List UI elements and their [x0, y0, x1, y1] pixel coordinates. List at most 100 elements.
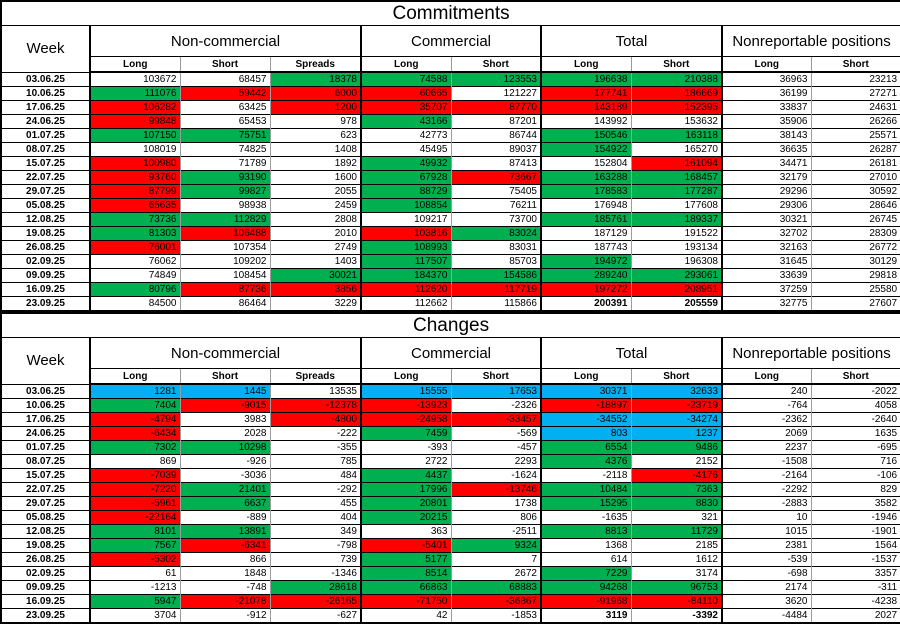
value-cell: 1564: [810, 538, 900, 553]
table-row: 10.06.25 111076 59442 6000 60665 121227 177741…: [1, 86, 900, 101]
value-cell: 4376: [540, 454, 631, 469]
value-cell: 5177: [360, 552, 451, 567]
value-cell: -695: [810, 440, 900, 455]
value-cell: 28646: [810, 198, 900, 213]
week-cell: 22.07.25: [1, 482, 90, 497]
col-header-c-short: Short: [450, 56, 541, 73]
value-cell: -91968: [540, 594, 631, 609]
value-cell: 29818: [810, 268, 900, 283]
value-cell: 32775: [721, 296, 811, 311]
value-cell: 1892: [269, 156, 361, 171]
value-cell: 165270: [630, 142, 722, 157]
value-cell: 178583: [540, 184, 631, 199]
table-row: 17.06.25 106282 63425 1200 35707 87770 143189 1…: [1, 100, 900, 115]
value-cell: 321: [630, 510, 722, 525]
value-cell: 154586: [450, 268, 541, 283]
value-cell: 176948: [540, 198, 631, 213]
value-cell: 30371: [540, 383, 631, 399]
value-cell: 143189: [540, 100, 631, 115]
value-cell: 26772: [810, 240, 900, 255]
value-cell: 143992: [540, 114, 631, 129]
value-cell: 153632: [630, 114, 722, 129]
value-cell: 20801: [360, 496, 451, 511]
value-cell: 2027: [810, 608, 900, 623]
value-cell: 161094: [630, 156, 722, 171]
value-cell: 8813: [540, 524, 631, 539]
value-cell: 108854: [360, 198, 451, 213]
table-row: 22.07.25 93760 93190 1600 67928 73667 163288 16…: [1, 170, 900, 185]
value-cell: 6637: [179, 496, 270, 511]
col-header-c-long: Long: [360, 56, 451, 73]
value-cell: 4437: [360, 468, 451, 483]
value-cell: 35707: [360, 100, 451, 115]
value-cell: 2237: [721, 440, 811, 455]
week-cell: 29.07.25: [1, 184, 90, 199]
value-cell: 76062: [89, 254, 180, 269]
value-cell: 186669: [630, 86, 722, 101]
value-cell: 3174: [630, 566, 722, 581]
value-cell: 1612: [630, 552, 722, 567]
value-cell: 87413: [450, 156, 541, 171]
value-cell: -2883: [721, 496, 811, 511]
week-cell: 29.07.25: [1, 496, 90, 511]
value-cell: 7229: [540, 566, 631, 581]
value-cell: -4176: [630, 468, 722, 483]
value-cell: -1901: [810, 524, 900, 539]
value-cell: -18897: [540, 398, 631, 413]
value-cell: 24631: [810, 100, 900, 115]
value-cell: 109202: [179, 254, 270, 269]
value-cell: 117507: [360, 254, 451, 269]
value-cell: 978: [269, 114, 361, 129]
value-cell: 94268: [540, 580, 631, 595]
value-cell: 2672: [450, 566, 541, 581]
table-row: 22.07.25 -7220 21401 -292 17996 -13746 10484 73…: [1, 482, 900, 497]
value-cell: 484: [269, 468, 361, 483]
value-cell: 177741: [540, 86, 631, 101]
week-cell: 16.09.25: [1, 594, 90, 609]
value-cell: -1635: [540, 510, 631, 525]
week-cell: 12.08.25: [1, 524, 90, 539]
value-cell: 17996: [360, 482, 451, 497]
value-cell: 8514: [360, 566, 451, 581]
value-cell: -2164: [721, 468, 811, 483]
value-cell: 2722: [360, 454, 451, 469]
value-cell: 49932: [360, 156, 451, 171]
value-cell: 106282: [89, 100, 180, 115]
value-cell: -1853: [450, 608, 541, 623]
value-cell: 29306: [721, 198, 811, 213]
value-cell: -311: [810, 580, 900, 595]
value-cell: -2362: [721, 412, 811, 427]
value-cell: -2022: [810, 383, 900, 399]
table-row: 12.08.25 73736 112829 2808 109217 73700 185761…: [1, 212, 900, 227]
value-cell: -1346: [269, 566, 361, 581]
value-cell: -34274: [630, 412, 722, 427]
value-cell: 1281: [89, 383, 180, 399]
week-cell: 10.06.25: [1, 86, 90, 101]
week-cell: 12.08.25: [1, 212, 90, 227]
value-cell: 3582: [810, 496, 900, 511]
week-column-header: Week: [1, 337, 90, 385]
week-cell: 22.07.25: [1, 170, 90, 185]
value-cell: 45495: [360, 142, 451, 157]
value-cell: 42773: [360, 128, 451, 143]
value-cell: 168457: [630, 170, 722, 185]
value-cell: -627: [269, 608, 361, 623]
value-cell: 205559: [630, 296, 722, 311]
week-cell: 02.09.25: [1, 566, 90, 581]
value-cell: 36963: [721, 71, 811, 87]
value-cell: -13923: [360, 398, 451, 413]
week-cell: 10.06.25: [1, 398, 90, 413]
value-cell: 26745: [810, 212, 900, 227]
value-cell: -22164: [89, 510, 180, 525]
value-cell: 38143: [721, 128, 811, 143]
value-cell: 93760: [89, 170, 180, 185]
value-cell: -222: [269, 426, 361, 441]
value-cell: 2174: [721, 580, 811, 595]
value-cell: 76001: [89, 240, 180, 255]
value-cell: 3620: [721, 594, 811, 609]
value-cell: 27271: [810, 86, 900, 101]
value-cell: 27607: [810, 296, 900, 311]
value-cell: 9486: [630, 440, 722, 455]
value-cell: 1848: [179, 566, 270, 581]
value-cell: -12378: [269, 398, 361, 413]
